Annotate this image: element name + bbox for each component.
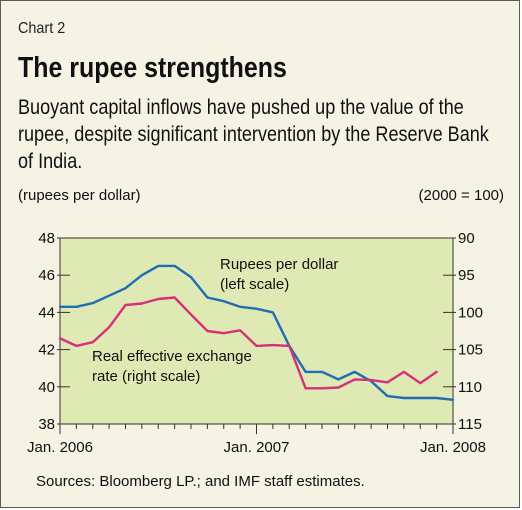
right-tick-label: 115	[458, 416, 482, 433]
reer-series-label: Real effective exchange	[92, 348, 252, 365]
x-tick-label: Jan. 2007	[224, 439, 290, 456]
reer-line	[58, 296, 438, 390]
right-axis: 90 95 100 105 110 115	[443, 230, 483, 433]
left-axis-unit: (rupees per dollar)	[18, 187, 141, 204]
right-tick-label: 95	[458, 267, 475, 284]
right-tick-label: 105	[458, 342, 483, 359]
right-tick-label: 110	[458, 379, 482, 396]
series-group	[58, 264, 455, 401]
left-tick-label: 48	[38, 230, 55, 247]
left-tick-label: 42	[38, 342, 55, 359]
reer-series-scale-label: rate (right scale)	[92, 368, 200, 385]
rupees-per-dollar-line	[58, 264, 455, 401]
left-tick-label: 46	[38, 267, 55, 284]
right-tick-label: 90	[458, 230, 475, 247]
x-axis: Jan. 2006 Jan. 2007 Jan. 2008	[27, 424, 486, 456]
left-tick-label: 38	[38, 416, 55, 433]
right-axis-unit: (2000 = 100)	[418, 187, 504, 204]
chart-subtitle: Buoyant capital inflows have pushed up t…	[18, 96, 489, 173]
left-axis: 38 40 42 44 46 48	[38, 230, 70, 433]
left-tick-label: 44	[38, 304, 55, 321]
right-tick-label: 100	[458, 304, 483, 321]
rupees-series-scale-label: (left scale)	[220, 276, 289, 293]
x-tick-label: Jan. 2006	[27, 439, 93, 456]
source-note: Sources: Bloomberg LP.; and IMF staff es…	[36, 473, 365, 490]
chart-number: Chart 2	[18, 20, 66, 37]
plot-area	[59, 237, 454, 425]
chart-title: The rupee strengthens	[18, 52, 287, 84]
x-tick-label: Jan. 2008	[420, 439, 486, 456]
left-tick-label: 40	[38, 379, 55, 396]
rupees-series-label: Rupees per dollar	[220, 256, 338, 273]
